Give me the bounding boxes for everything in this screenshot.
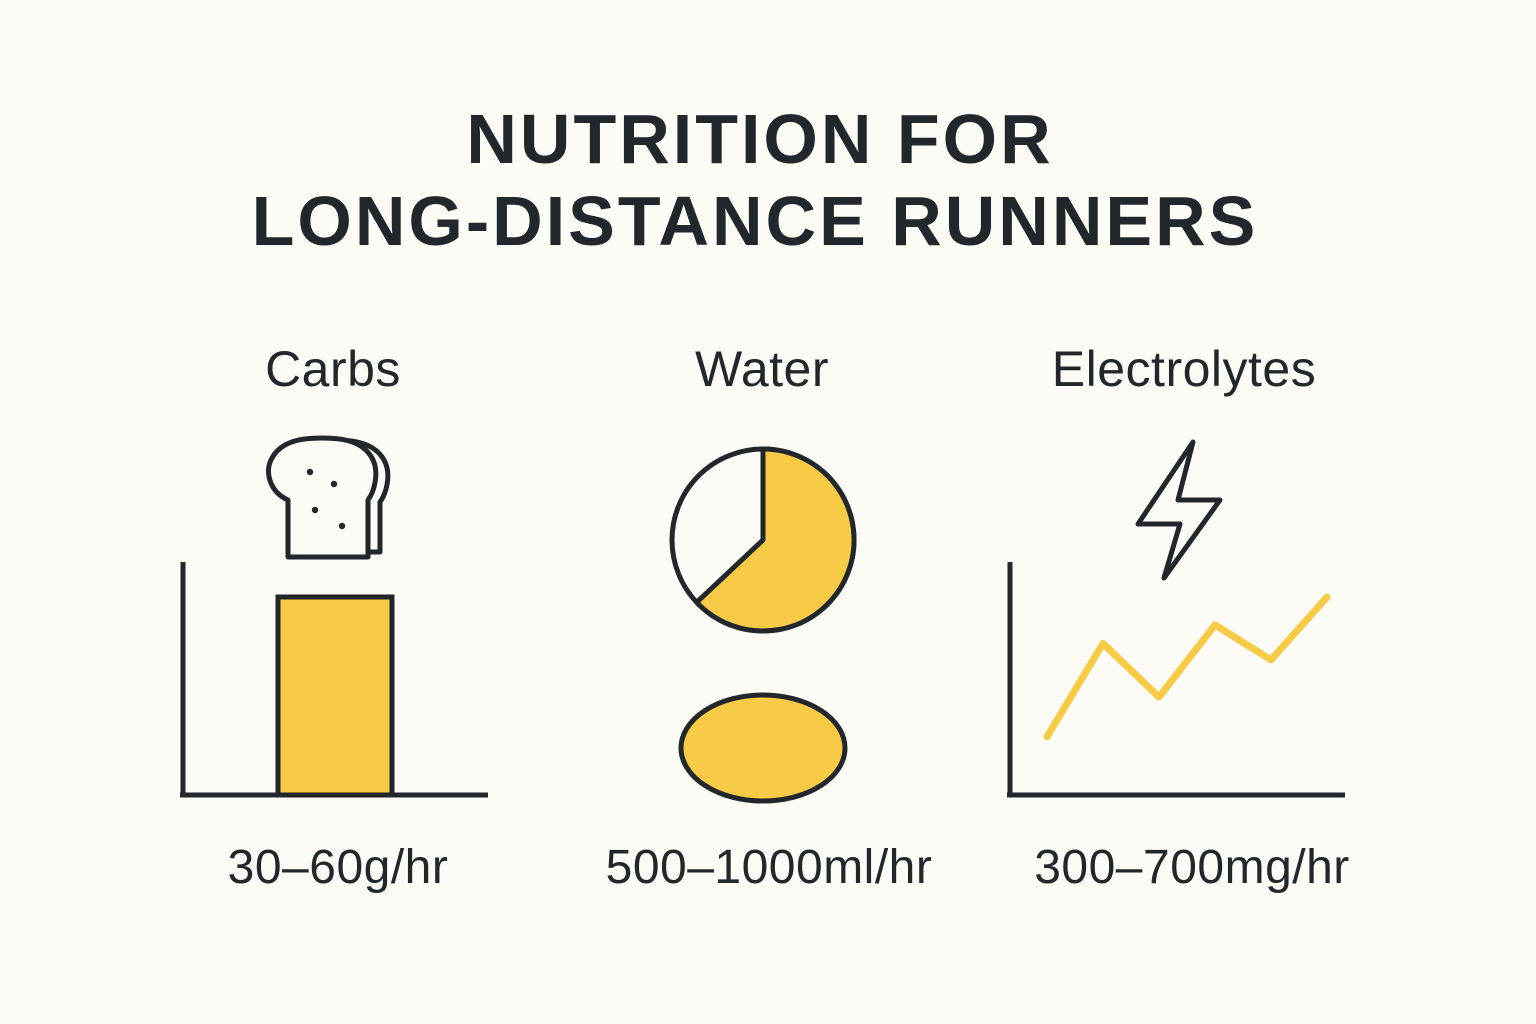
title-line-2: LONG-DISTANCE RUNNERS: [251, 182, 1259, 260]
electrolytes-value: 300–700mg/hr: [1034, 841, 1350, 894]
electrolytes-title: Electrolytes: [1051, 341, 1317, 397]
water-pie-slice: [694, 446, 857, 634]
carbs-value: 30–60g/hr: [227, 841, 449, 894]
title-line-1: NUTRITION FOR: [466, 100, 1054, 178]
water-value: 500–1000ml/hr: [605, 841, 933, 894]
carbs-bar: [275, 594, 395, 798]
lightning-icon: [1135, 439, 1223, 581]
electrolytes-line: [1043, 593, 1331, 741]
water-drop-icon: [678, 692, 848, 804]
bread-icon: [266, 435, 391, 560]
water-pie: [669, 446, 857, 634]
water-title: Water: [695, 341, 829, 397]
carbs-title: Carbs: [265, 341, 401, 397]
